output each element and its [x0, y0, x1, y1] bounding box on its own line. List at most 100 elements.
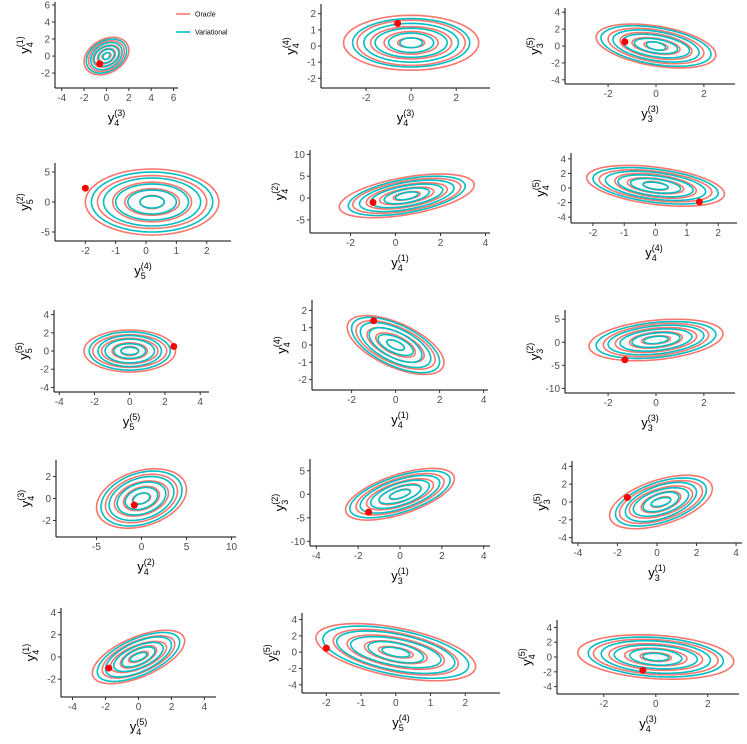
sample-point [394, 19, 402, 27]
y-axis-title-sub: 3 [535, 349, 545, 354]
density-contour [604, 170, 707, 202]
x-tick-label: 4 [148, 93, 154, 104]
y-tick-label: -10 [291, 537, 306, 548]
density-contour [114, 183, 190, 221]
density-contour [332, 628, 460, 676]
x-axis-title-base: y [108, 110, 115, 125]
x-axis-title-sub: 4 [136, 727, 141, 737]
y-tick-label: 0 [554, 42, 560, 53]
density-contour [592, 638, 720, 676]
density-contour [626, 176, 685, 195]
x-tick-label: 0 [127, 397, 133, 408]
y-axis-title-sub: 5 [25, 199, 35, 204]
density-contour [121, 646, 156, 668]
y-axis-title-sup: (5) [517, 648, 527, 659]
x-tick-label: 1 [684, 228, 690, 239]
density-contour [642, 181, 669, 191]
density-contour [383, 187, 431, 205]
y-tick-label: 0 [291, 648, 297, 659]
density-contour [614, 172, 698, 200]
density-contour [378, 484, 422, 505]
y-tick-label: -2 [40, 365, 49, 376]
density-contour [122, 485, 161, 512]
y-axis-title-sup: (5) [262, 644, 272, 655]
x-axis-title-sub: 4 [652, 253, 657, 263]
density-contour [95, 468, 188, 529]
density-contour [385, 339, 406, 351]
y-tick-label: -1 [307, 58, 316, 69]
y-tick-label: 2 [560, 169, 566, 180]
x-tick-label: 0 [143, 246, 149, 257]
x-tick-label: 4 [202, 702, 208, 713]
density-contour [349, 635, 442, 669]
density-contour [618, 479, 704, 525]
y-axis-title-sub: 4 [541, 185, 551, 190]
x-tick-label: -2 [346, 238, 355, 249]
sample-point [639, 666, 647, 674]
density-contour [124, 486, 159, 511]
x-tick-label: -1 [357, 698, 366, 709]
x-axis-title-base: y [391, 568, 398, 583]
x-axis-title: y5(4) [134, 261, 152, 281]
y-axis-title-base: y [17, 204, 32, 211]
plot-area [84, 168, 220, 236]
density-contour [348, 469, 452, 519]
y-tick-label: 5 [44, 168, 50, 179]
density-contour [350, 316, 441, 374]
x-axis-title-sup: (3) [114, 108, 125, 118]
plot-area [95, 468, 188, 529]
x-axis-title-sup: (3) [646, 714, 657, 724]
density-contour [113, 480, 170, 517]
x-tick-label: 2 [701, 398, 707, 409]
y-axis-title-base: y [519, 659, 534, 666]
density-contour [116, 481, 167, 516]
density-contour [342, 14, 480, 72]
y-tick-label: -5 [41, 228, 50, 239]
x-tick-label: 10 [226, 542, 238, 553]
x-tick-label: 2 [462, 698, 468, 709]
x-axis-title: y4(3) [108, 108, 126, 128]
y-axis-title-sub: 4 [527, 654, 537, 659]
density-contour [351, 177, 462, 215]
density-contour [358, 179, 455, 213]
x-tick-label: 1 [174, 246, 180, 257]
x-tick-label: -4 [68, 702, 77, 713]
x-tick-label: 2 [162, 397, 168, 408]
y-axis-title: y3(2) [525, 343, 545, 361]
y-axis-title-sub: 4 [282, 342, 292, 347]
sample-point [695, 198, 703, 206]
sample-point [623, 494, 631, 502]
density-contour [595, 320, 717, 360]
x-axis-title-sup: (1) [398, 253, 409, 263]
x-tick-label: 0 [104, 93, 110, 104]
density-contour [576, 634, 735, 680]
x-axis-title-sup: (2) [144, 557, 155, 567]
density-contour [338, 173, 476, 219]
x-tick-label: -2 [90, 397, 99, 408]
x-tick-label: -1 [111, 246, 120, 257]
x-tick-label: 0 [397, 551, 403, 562]
density-contour [102, 177, 202, 227]
density-contour [368, 326, 423, 364]
x-axis-title-base: y [137, 559, 144, 574]
density-contour [607, 27, 705, 65]
y-tick-label: -1 [298, 358, 307, 369]
y-axis-title: y5(2) [15, 193, 35, 211]
density-contour [613, 644, 699, 670]
y-axis-title-sup: (2) [525, 343, 535, 354]
y-tick-label: -2 [42, 516, 51, 527]
plot-area [83, 36, 130, 76]
density-contour [91, 629, 186, 685]
plot-area [344, 467, 456, 521]
x-tick-label: 0 [393, 395, 399, 406]
y-tick-label: 0 [45, 494, 51, 505]
y-axis-title-base: y [527, 353, 542, 360]
density-contour [595, 23, 717, 69]
x-tick-label: -2 [347, 395, 356, 406]
density-contour [91, 333, 168, 369]
x-axis-title-base: y [391, 255, 398, 270]
